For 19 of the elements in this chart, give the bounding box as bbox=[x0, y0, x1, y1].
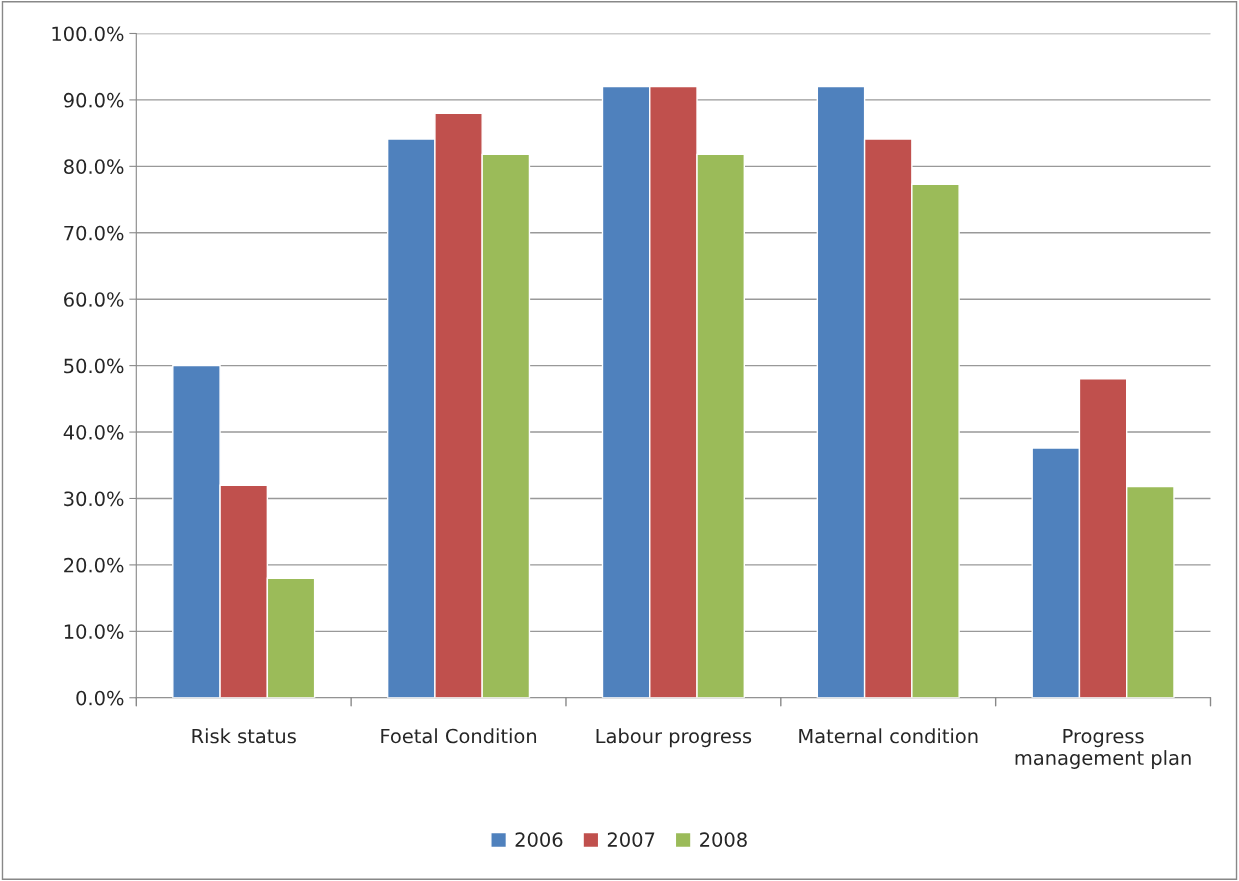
y-tick-label: 20.0% bbox=[64, 557, 124, 573]
y-tick-label: 70.0% bbox=[64, 225, 124, 241]
y-tick-label: 50.0% bbox=[64, 358, 124, 374]
x-tick-label: Risk status bbox=[192, 728, 296, 744]
legend-label: 2007 bbox=[607, 832, 655, 847]
y-tick-label: 90.0% bbox=[63, 92, 124, 108]
x-tick-label: Progress management plan bbox=[1015, 728, 1191, 769]
x-tick-label: Maternal condition bbox=[799, 728, 978, 744]
y-tick-label: 100.0% bbox=[52, 26, 124, 42]
x-tick-label: Labour progress bbox=[596, 728, 752, 748]
legend-label: 2006 bbox=[515, 832, 563, 847]
y-tick-label: 80.0% bbox=[64, 159, 124, 174]
y-tick-label: 10.0% bbox=[64, 624, 124, 639]
y-tick-label: 40.0% bbox=[63, 425, 124, 440]
x-tick-label: Foetal Condition bbox=[381, 728, 537, 744]
y-tick-label: 30.0% bbox=[64, 491, 124, 507]
legend-label: 2008 bbox=[700, 832, 747, 847]
y-tick-label: 0.0% bbox=[76, 690, 124, 706]
y-tick-label: 60.0% bbox=[64, 292, 124, 307]
